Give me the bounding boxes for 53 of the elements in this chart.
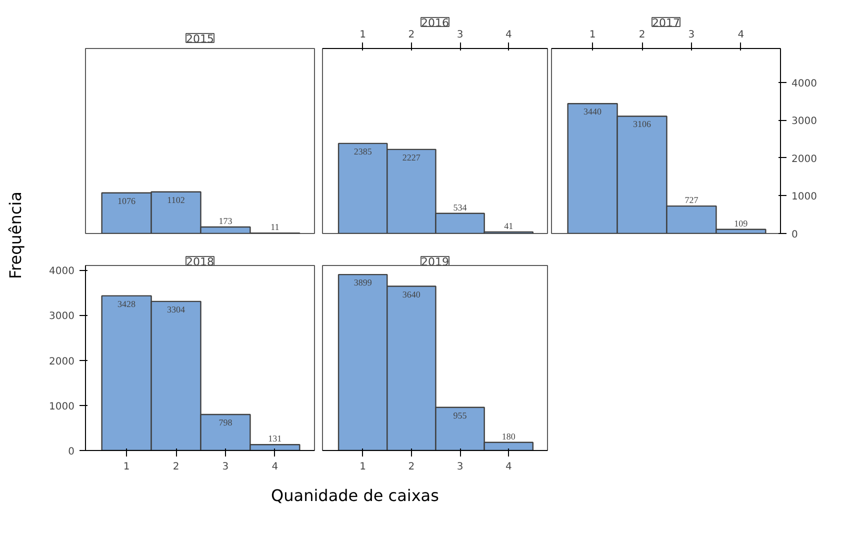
data-label: 3304	[167, 304, 186, 314]
data-label: 3106	[633, 119, 652, 130]
data-label: 109	[734, 218, 748, 228]
chart-title: 2019	[421, 256, 450, 268]
x-tick-label: 1	[360, 30, 366, 40]
chart-title: 2018	[186, 256, 214, 268]
data-label: 798	[218, 417, 233, 428]
data-label: 3440	[584, 106, 602, 117]
x-axis-title: Quanidade de caixas	[271, 485, 439, 507]
data-label: 3428	[118, 298, 136, 309]
y-tick-label: 0	[792, 230, 798, 240]
x-tick-label: 1	[123, 462, 130, 472]
data-label: 955	[453, 410, 468, 420]
y-tick-label: 4000	[49, 266, 75, 278]
data-label: 3899	[354, 278, 372, 288]
data-label: 2385	[354, 146, 372, 156]
x-tick-label: 2	[638, 30, 646, 40]
x-tick-label: 4	[738, 30, 744, 40]
x-tick-label: 4	[272, 462, 278, 472]
x-tick-label: 2	[408, 462, 415, 472]
data-label: 131	[268, 434, 282, 444]
y-tick-label: 2000	[49, 356, 75, 368]
y-axis-title: Frequência	[5, 191, 26, 279]
x-tick-label: 3	[456, 30, 464, 40]
data-label: 727	[684, 195, 699, 206]
x-tick-label: 4	[505, 30, 512, 40]
x-tick-label: 1	[360, 462, 366, 472]
chart-title: 2016	[421, 16, 450, 30]
y-tick-label: 3000	[49, 311, 75, 322]
data-label: 1076	[118, 196, 136, 206]
x-tick-label: 1	[589, 30, 596, 40]
chart-title: 2015	[186, 32, 214, 46]
data-label: 180	[502, 431, 516, 442]
x-tick-label: 3	[222, 462, 229, 472]
y-tick-label: 3000	[792, 116, 817, 128]
y-tick-label: 1000	[49, 401, 75, 412]
x-tick-label: 3	[456, 462, 464, 472]
y-tick-label: 1000	[792, 192, 817, 203]
y-tick-label: 4000	[792, 78, 817, 90]
x-tick-label: 3	[688, 30, 695, 40]
x-tick-label: 4	[505, 462, 512, 472]
x-tick-label: 2	[408, 30, 415, 40]
data-label: 173	[218, 216, 233, 226]
data-label: 11	[270, 222, 280, 232]
data-label: 1102	[167, 194, 185, 205]
y-tick-label: 2000	[792, 154, 817, 165]
x-tick-label: 2	[172, 462, 180, 472]
y-tick-label: 0	[68, 446, 75, 458]
chart-title: 2017	[652, 16, 680, 30]
data-label: 2227	[402, 152, 421, 162]
data-label: 41	[504, 220, 514, 231]
data-label: 3640	[402, 289, 421, 300]
data-label: 534	[453, 202, 468, 212]
